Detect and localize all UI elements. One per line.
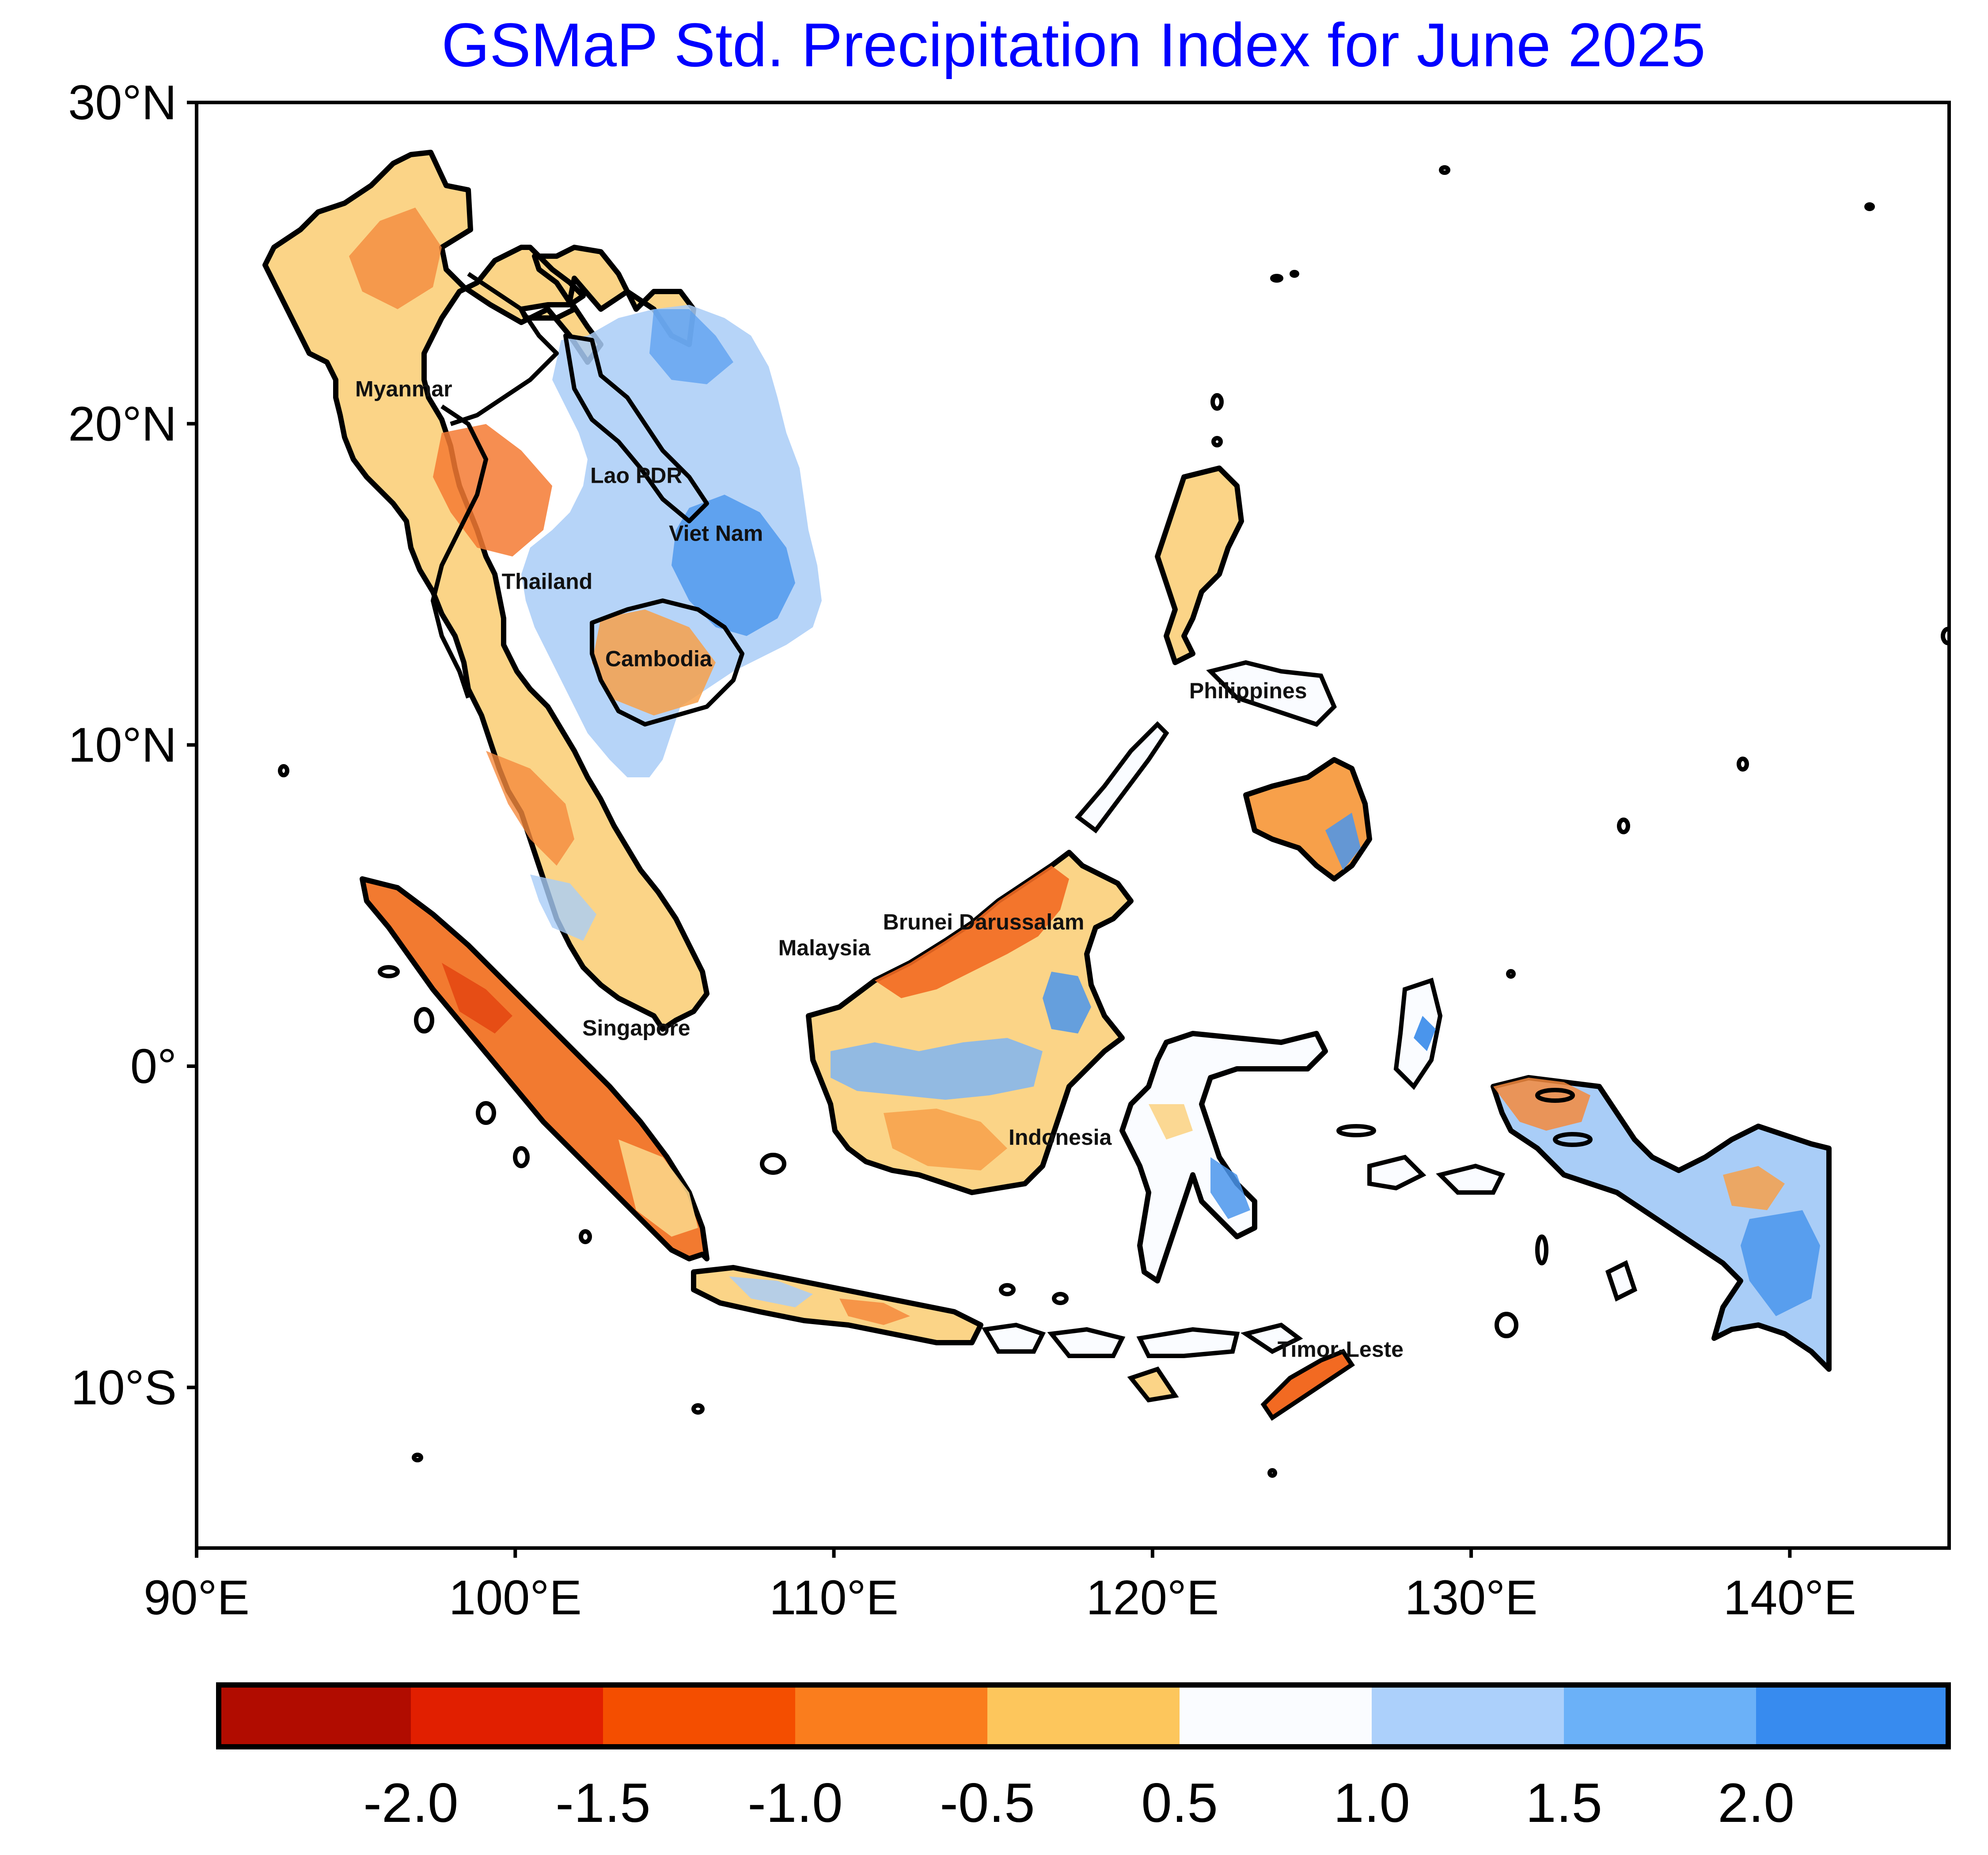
laos-border — [563, 333, 709, 523]
visayas-outline — [1206, 660, 1337, 727]
northern-myanmar-dry — [349, 208, 442, 309]
map-title: GSMaP Std. Precipitation Index for June … — [441, 10, 1705, 80]
x-axis: 90°E 100°E 110°E 120°E 130°E 140°E — [144, 1548, 1856, 1625]
y-tick-label: 10°S — [71, 1360, 177, 1415]
country-label: Malaysia — [778, 935, 871, 960]
country-labels: Myanmar Lao PDR Viet Nam Thailand Cambodia Ph… — [355, 376, 1404, 1362]
south-kalimantan-dry — [884, 1109, 1007, 1170]
new-guinea-outline — [1491, 1075, 1832, 1372]
map-area: Myanmar Lao PDR Viet Nam Thailand Cambodia Ph… — [197, 102, 1949, 1548]
map-frame — [195, 101, 1951, 1550]
colorbar-segment — [1756, 1685, 1949, 1747]
colorbar-tick-label: 1.5 — [1525, 1772, 1602, 1834]
colorbar-segment — [219, 1685, 411, 1747]
small-islands — [278, 165, 1949, 1478]
colorbar: -2.0 -1.5 -1.0 -0.5 0.5 1.0 1.5 2.0 — [216, 1682, 1951, 1834]
sulawesi-island — [1119, 1031, 1328, 1283]
palawan-outline — [1074, 721, 1169, 833]
y-axis: 30°N 20°N 10°N 0° 10°S — [68, 76, 197, 1415]
colorbar-segment — [1564, 1685, 1757, 1747]
philippines-islands — [1074, 466, 1372, 882]
south-sumatra-mild — [618, 1140, 698, 1237]
sumatra-island — [360, 876, 709, 1261]
colorbar-tick-label: -1.5 — [555, 1772, 650, 1834]
colorbar-segment — [411, 1685, 603, 1747]
country-label: Thailand — [502, 569, 593, 594]
country-label: Viet Nam — [669, 521, 763, 546]
country-label: Brunei Darussalam — [883, 910, 1085, 935]
x-tick-label: 90°E — [144, 1571, 250, 1625]
colorbar-frame — [216, 1682, 1951, 1749]
borneo-outline — [806, 850, 1134, 1195]
central-vietnam-strong-wet — [672, 495, 795, 636]
mainland-landmass — [262, 150, 822, 1032]
peninsula-wet-patch — [530, 874, 596, 941]
colorbar-tick-label: 2.0 — [1718, 1772, 1795, 1834]
timor-island — [1260, 1348, 1355, 1421]
sulawesi-outline — [1119, 1031, 1328, 1283]
colorbar-segment — [795, 1685, 988, 1747]
colorbar-tick-label: 0.5 — [1141, 1772, 1218, 1834]
x-tick-label: 100°E — [449, 1571, 582, 1625]
northern-vietnam-wet — [649, 309, 733, 384]
west-java-wet — [729, 1276, 813, 1307]
sumatra-strong-dry — [442, 963, 512, 1034]
borneo-island — [806, 850, 1134, 1195]
x-tick-label: 140°E — [1723, 1571, 1856, 1625]
colorbar-segment — [987, 1685, 1180, 1747]
x-tick-label: 130°E — [1405, 1571, 1538, 1625]
new-guinea-island — [1491, 1075, 1832, 1372]
peninsula-dry-anomaly — [486, 751, 574, 866]
java-island — [691, 1265, 983, 1345]
y-tick-label: 0° — [130, 1039, 177, 1094]
colorbar-tick-label: 1.0 — [1333, 1772, 1410, 1834]
country-label: Singapore — [582, 1016, 690, 1041]
colorbar-segment — [1180, 1685, 1372, 1747]
country-label: Indonesia — [1009, 1125, 1112, 1150]
cambodia-border — [590, 598, 744, 727]
maluku-islands — [1367, 977, 1638, 1302]
colorbar-tick-label: -0.5 — [940, 1772, 1035, 1834]
colorbar-segment — [603, 1685, 796, 1747]
myanmar-laos-border — [450, 272, 559, 426]
colorbar-tick-label: -2.0 — [363, 1772, 458, 1834]
central-java-dry — [839, 1298, 910, 1325]
country-label: Myanmar — [355, 376, 452, 401]
myanmar-thailand-border — [431, 404, 488, 699]
country-label: Philippines — [1189, 678, 1307, 703]
y-tick-label: 20°N — [68, 397, 177, 451]
x-tick-label: 110°E — [769, 1571, 899, 1625]
x-tick-label: 120°E — [1086, 1571, 1219, 1625]
lesser-sunda-islands — [981, 1322, 1355, 1421]
cambodia-dry-anomaly — [592, 610, 716, 716]
country-label: Timor-Leste — [1278, 1337, 1404, 1362]
borneo-wet-band — [831, 1038, 1043, 1100]
sarawak-sabah-dry — [875, 866, 1069, 998]
y-tick-label: 30°N — [68, 76, 177, 130]
colorbar-tick-label: -1.0 — [747, 1772, 842, 1834]
country-label: Cambodia — [605, 646, 713, 671]
y-tick-label: 10°N — [68, 718, 177, 772]
colorbar-segment — [1372, 1685, 1564, 1747]
country-label: Lao PDR — [590, 463, 682, 488]
luzon-outline — [1155, 466, 1244, 665]
east-kalimantan-wet — [1043, 972, 1091, 1034]
